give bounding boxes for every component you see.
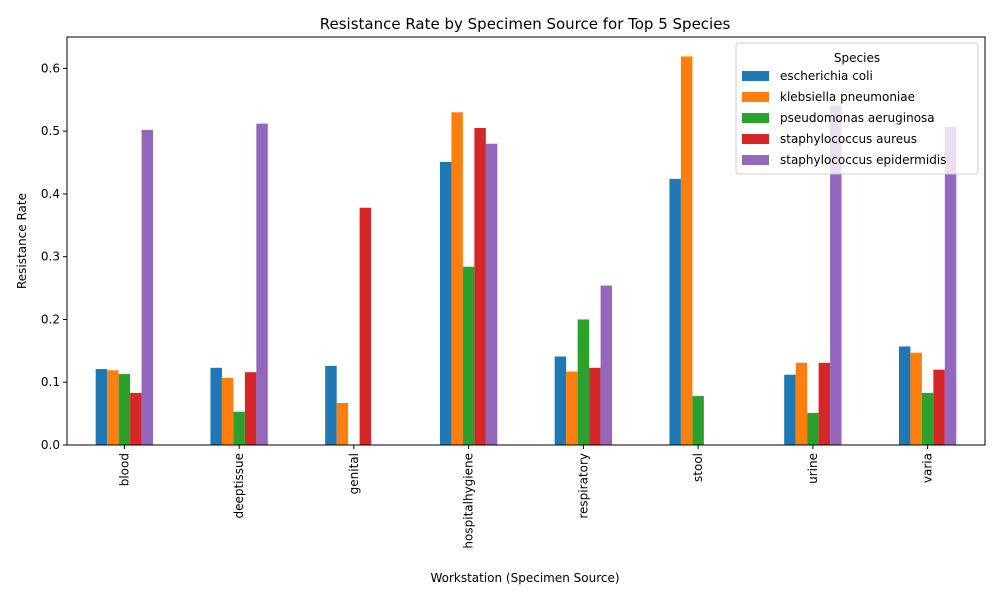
bar: [221, 377, 234, 445]
bar: [680, 56, 693, 445]
x-tick-label: blood: [117, 453, 131, 486]
bar: [359, 207, 372, 445]
bar: [589, 367, 601, 445]
bar: [898, 346, 911, 445]
bar: [439, 161, 452, 445]
bar: [130, 392, 142, 445]
bar: [336, 402, 349, 445]
bar: [933, 369, 945, 445]
y-axis-label: Resistance Rate: [15, 193, 29, 289]
x-tick-label: varia: [921, 453, 935, 483]
bar: [669, 178, 681, 445]
bar: [233, 411, 245, 445]
bar: [795, 362, 808, 445]
legend-swatch: [742, 113, 769, 123]
bar: [256, 123, 268, 446]
plot-frame: [66, 36, 986, 446]
bar: [210, 367, 222, 445]
y-axis: 0.0 0.1 0.2 0.3 0.4 0.5 0.6: [41, 61, 67, 452]
x-axis-label: Workstation (Specimen Source): [430, 571, 619, 585]
y-tick-label: 0.4: [41, 187, 60, 201]
y-tick-label: 0.0: [41, 438, 60, 452]
bar: [141, 129, 154, 445]
bar: [451, 112, 463, 446]
bar: [95, 369, 108, 445]
x-tick-label: urine: [806, 453, 820, 484]
y-tick-label: 0.5: [41, 124, 60, 138]
y-tick-label: 0.2: [41, 312, 60, 326]
bar: [807, 412, 819, 445]
legend: Species escherichia coli klebsiella pneumo…: [735, 42, 979, 175]
bar: [910, 352, 922, 445]
bars-group: [95, 56, 957, 446]
bar: [818, 362, 831, 445]
bar: [692, 396, 704, 445]
x-tick-label: deeptissue: [232, 453, 246, 519]
legend-swatch: [742, 92, 769, 102]
bar: [325, 365, 337, 445]
bar: [244, 372, 257, 445]
bar: [577, 319, 590, 445]
legend-label: staphylococcus aureus: [780, 132, 917, 146]
bar: [784, 374, 796, 445]
y-tick-label: 0.6: [41, 61, 60, 75]
y-tick-label: 0.3: [41, 250, 60, 264]
y-tick-label: 0.1: [41, 375, 60, 389]
bar: [566, 371, 578, 445]
legend-swatch: [742, 134, 769, 144]
bar: [118, 374, 131, 445]
legend-swatch: [742, 71, 769, 81]
legend-label: klebsiella pneumoniae: [780, 90, 915, 104]
legend-label: staphylococcus epidermidis: [780, 153, 946, 167]
legend-label: pseudomonas aeruginosa: [780, 111, 935, 125]
bar: [485, 143, 498, 445]
bar: [462, 266, 475, 445]
bar: [600, 285, 613, 445]
chart-title: Resistance Rate by Specimen Source for T…: [320, 15, 731, 33]
bar: [921, 392, 934, 445]
bar: [830, 105, 842, 446]
legend-box: [735, 42, 979, 175]
x-tick-label: stool: [691, 453, 705, 482]
legend-swatch: [742, 155, 769, 165]
bar: [107, 370, 119, 445]
bar: [944, 126, 957, 445]
legend-label: escherichia coli: [780, 69, 873, 83]
x-tick-label: hospitalhygiene: [462, 453, 476, 549]
legend-title: Species: [834, 51, 880, 65]
bar: [554, 356, 567, 445]
x-axis: blood deeptissue genital hospitalhygiene res…: [117, 445, 935, 549]
x-tick-label: respiratory: [576, 453, 590, 519]
x-tick-label: genital: [347, 453, 361, 494]
bar: [474, 128, 486, 445]
